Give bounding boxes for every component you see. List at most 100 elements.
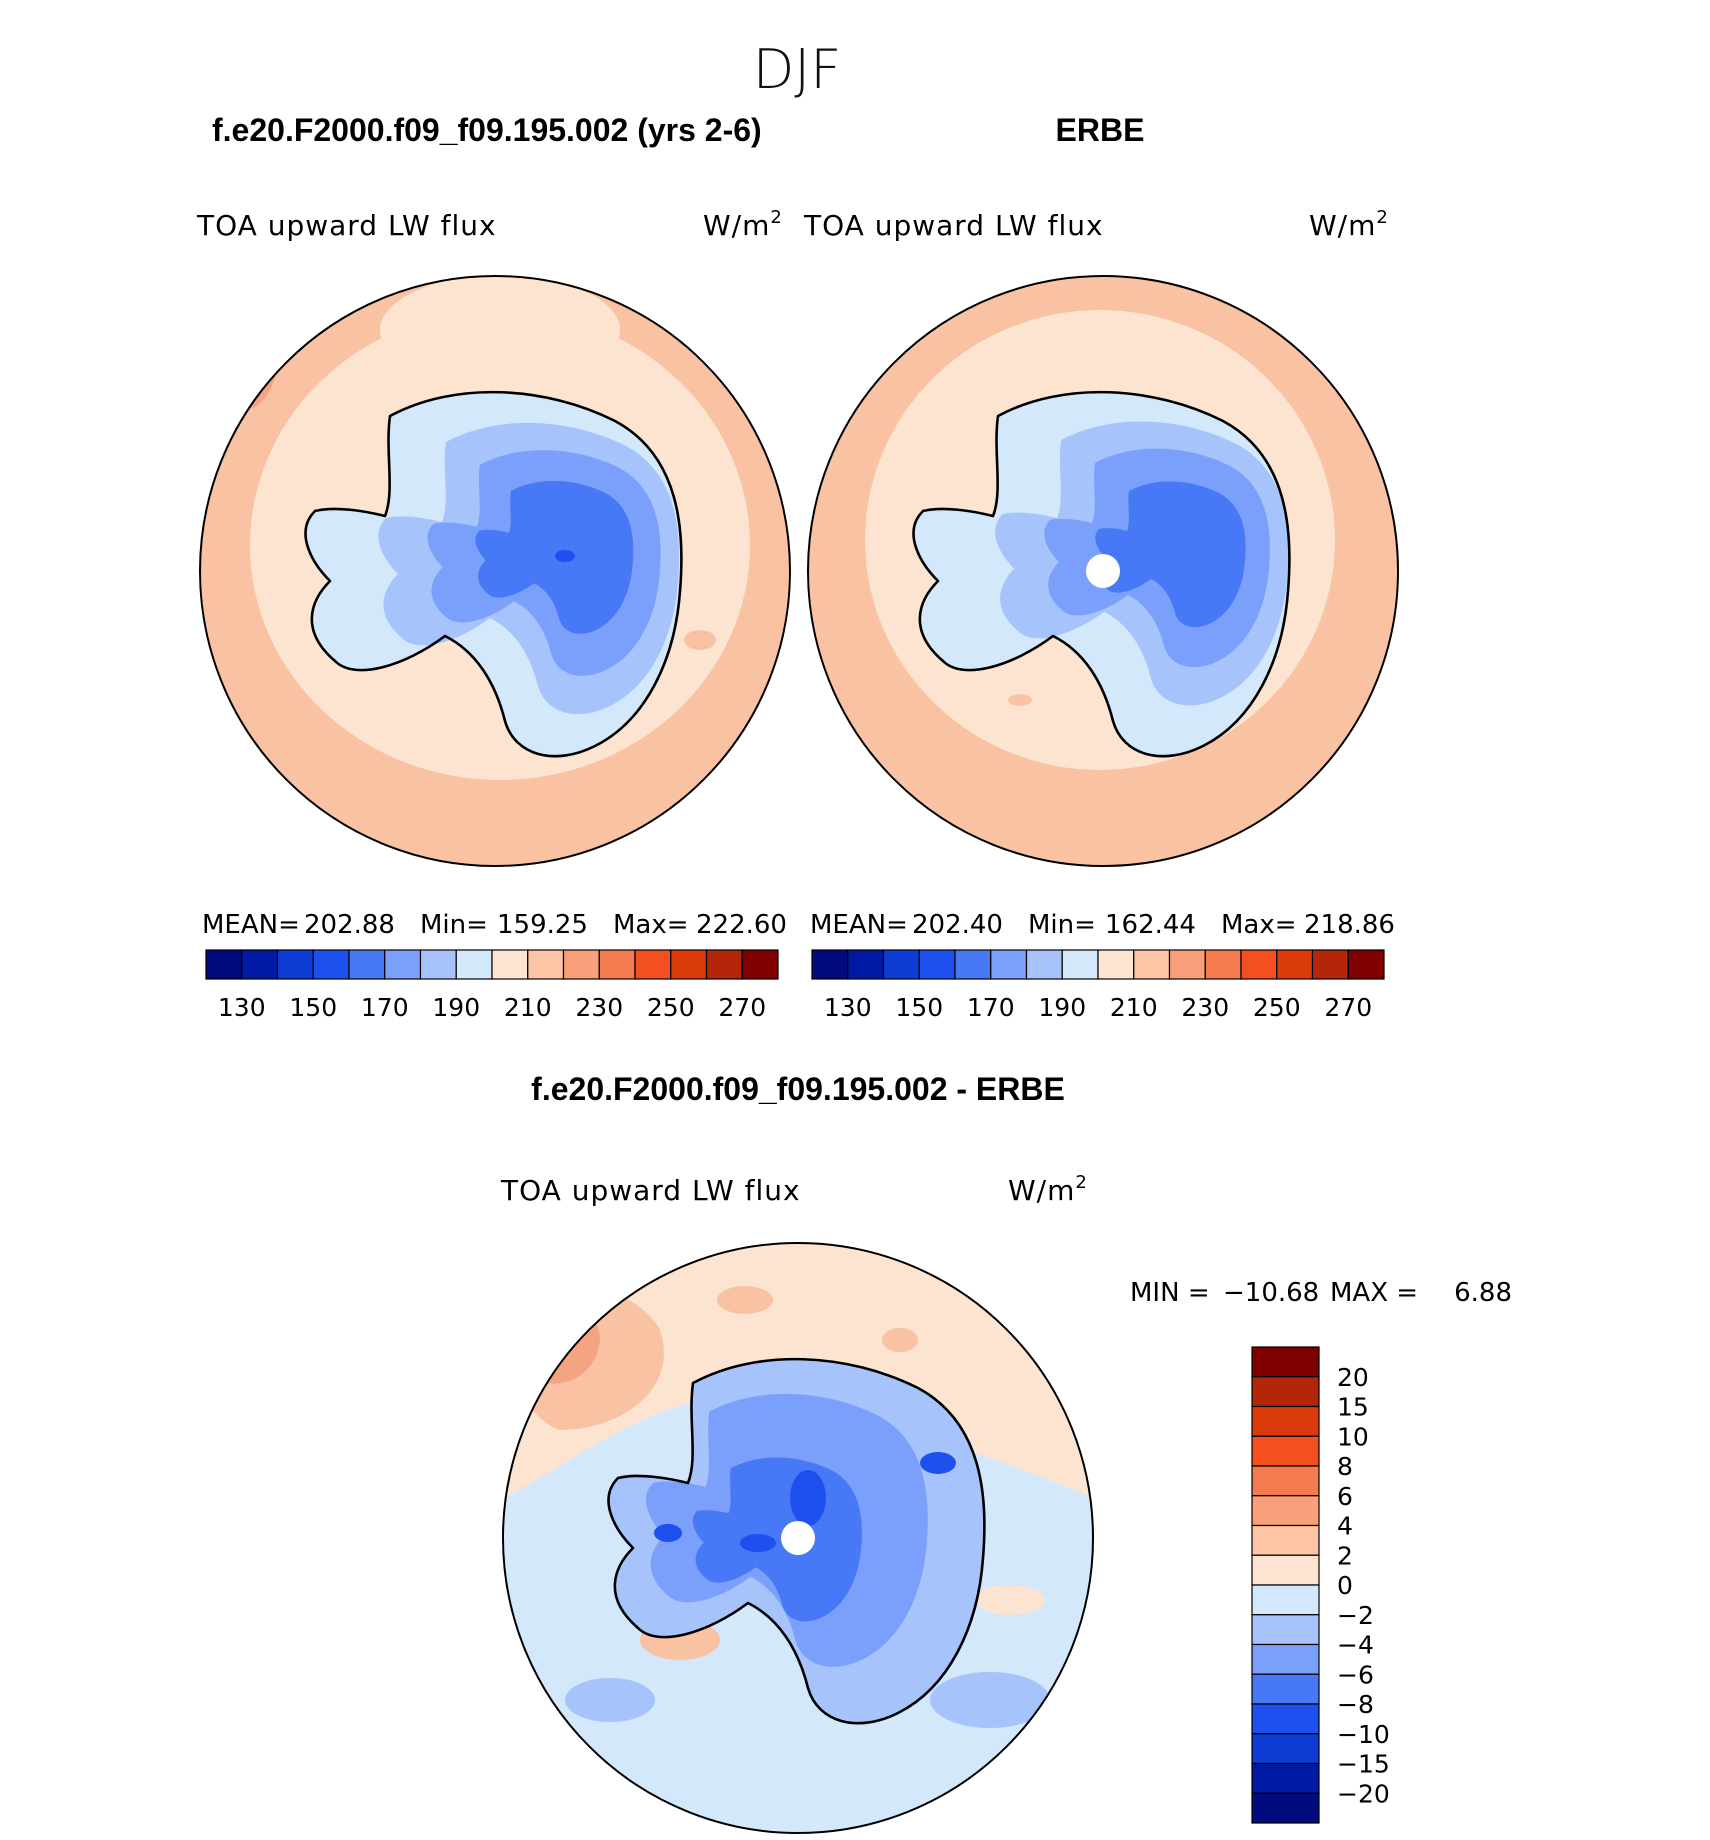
colorbar-swatch <box>455 949 493 980</box>
colorbar-tick-label: 20 <box>1337 1363 1369 1392</box>
colorbar-tick-label: −4 <box>1337 1631 1374 1660</box>
panel-obs-heading: ERBE <box>1056 112 1145 148</box>
colorbar-tick-label: 190 <box>432 993 480 1022</box>
colorbar-swatch <box>1240 949 1278 980</box>
panel-model-map <box>199 275 791 867</box>
colorbar-swatch <box>954 949 992 980</box>
colorbar-tick-label: 270 <box>718 993 766 1022</box>
panel-obs-map <box>807 275 1399 867</box>
panel-model-heading: f.e20.F2000.f09_f09.195.002 (yrs 2-6) <box>212 112 762 148</box>
colorbar-tick-label: 210 <box>504 993 552 1022</box>
colorbar-tick-label: 0 <box>1337 1571 1353 1600</box>
stat-max-label: MAX = <box>1330 1278 1418 1308</box>
colorbar-tick-label: 250 <box>647 993 695 1022</box>
colorbar-tick-label: −20 <box>1337 1779 1390 1808</box>
panel-obs: ERBE TOA upward LW flux W/m2 MEAN= <box>803 112 1399 1022</box>
colorbar-tick-label: 270 <box>1324 993 1372 1022</box>
colorbar-tick-label: 250 <box>1253 993 1301 1022</box>
colorbar-swatch <box>419 949 457 980</box>
colorbar-swatch <box>1251 1346 1320 1378</box>
colorbar-tick-label: 130 <box>218 993 266 1022</box>
colorbar-swatch <box>598 949 636 980</box>
colorbar-tick-label: 170 <box>967 993 1015 1022</box>
colorbar-tick-label: 10 <box>1337 1422 1369 1451</box>
panel-model-stats: MEAN= 202.88 Min= 159.25 Max= 222.60 <box>202 910 787 940</box>
colorbar-swatch <box>1347 949 1385 980</box>
stat-min-label: Min= <box>1028 910 1096 940</box>
colorbar-swatch <box>990 949 1028 980</box>
stat-min-label: MIN = <box>1130 1278 1210 1308</box>
colorbar-swatch <box>1204 949 1242 980</box>
panel-obs-units: W/m2 <box>1309 207 1389 242</box>
colorbar-swatch <box>1251 1554 1320 1586</box>
colorbar-swatch <box>276 949 314 980</box>
colorbar-tick-label: −2 <box>1337 1601 1374 1630</box>
panel-model: f.e20.F2000.f09_f09.195.002 (yrs 2-6) TO… <box>196 112 791 1022</box>
colorbar-obs: 130 150 170 190 210 230 250 270 <box>811 949 1385 1022</box>
colorbar-swatch <box>1251 1376 1320 1408</box>
colorbar-swatch <box>1061 949 1099 980</box>
panel-diff-heading: f.e20.F2000.f09_f09.195.002 - ERBE <box>531 1071 1065 1107</box>
panel-obs-stats: MEAN= 202.40 Min= 162.44 Max= 218.86 <box>810 910 1395 940</box>
colorbar-swatch <box>918 949 956 980</box>
colorbar-swatch <box>1251 1733 1320 1765</box>
colorbar-swatch <box>634 949 672 980</box>
colorbar-swatch <box>741 949 779 980</box>
stat-mean-value: 202.88 <box>304 910 395 940</box>
colorbar-swatch <box>1251 1792 1320 1824</box>
panel-diff-variable: TOA upward LW flux <box>500 1174 801 1207</box>
stat-max-value: 6.88 <box>1454 1278 1512 1308</box>
panel-model-units: W/m2 <box>703 207 783 242</box>
colorbar-swatch <box>811 949 849 980</box>
colorbar-swatch <box>705 949 743 980</box>
colorbar-swatch <box>562 949 600 980</box>
colorbar-swatch <box>348 949 386 980</box>
stat-max-label: Max= <box>613 910 689 940</box>
colorbar-tick-label: 230 <box>1181 993 1229 1022</box>
panel-model-variable: TOA upward LW flux <box>196 209 497 242</box>
colorbar-swatch <box>670 949 708 980</box>
colorbar-swatch <box>1311 949 1349 980</box>
colorbar-swatch <box>1025 949 1063 980</box>
stat-mean-value: 202.40 <box>912 910 1003 940</box>
colorbar-swatch <box>1251 1524 1320 1556</box>
colorbar-tick-label: 130 <box>824 993 872 1022</box>
panel-diff-units: W/m2 <box>1008 1172 1088 1207</box>
colorbar-tick-label: 8 <box>1337 1452 1353 1481</box>
colorbar-swatch <box>491 949 529 980</box>
stat-max-value: 218.86 <box>1304 910 1395 940</box>
colorbar-swatch <box>1276 949 1314 980</box>
colorbar-swatch <box>1133 949 1171 980</box>
colorbar-tick-label: 190 <box>1038 993 1086 1022</box>
colorbar-swatch <box>1251 1643 1320 1675</box>
stat-max-value: 222.60 <box>696 910 787 940</box>
colorbar-swatch <box>847 949 885 980</box>
stat-min-value: −10.68 <box>1223 1278 1319 1308</box>
colorbar-tick-label: −8 <box>1337 1690 1374 1719</box>
colorbar-swatch <box>1251 1465 1320 1497</box>
colorbar-tick-label: 150 <box>289 993 337 1022</box>
colorbar-swatch <box>1251 1762 1320 1794</box>
colorbar-swatch <box>527 949 565 980</box>
stat-mean-label: MEAN= <box>810 910 908 940</box>
colorbar-swatch <box>1251 1614 1320 1646</box>
colorbar-swatch <box>384 949 422 980</box>
colorbar-swatch <box>1251 1673 1320 1705</box>
colorbar-tick-label: −15 <box>1337 1750 1390 1779</box>
panel-diff-stats: MIN = −10.68 MAX = 6.88 <box>1130 1278 1512 1308</box>
stat-min-value: 162.44 <box>1105 910 1196 940</box>
colorbar-tick-label: −10 <box>1337 1720 1390 1749</box>
colorbar-tick-label: 210 <box>1110 993 1158 1022</box>
colorbar-swatch <box>241 949 279 980</box>
stat-min-value: 159.25 <box>497 910 588 940</box>
colorbar-swatch <box>1097 949 1135 980</box>
stat-max-label: Max= <box>1221 910 1297 940</box>
colorbar-tick-label: 2 <box>1337 1541 1353 1570</box>
stat-mean-label: MEAN= <box>202 910 300 940</box>
colorbar-tick-label: −6 <box>1337 1660 1374 1689</box>
colorbar-swatch <box>1251 1495 1320 1527</box>
panel-diff: f.e20.F2000.f09_f09.195.002 - ERBE TOA u… <box>500 1071 1512 1834</box>
colorbar-swatch <box>205 949 243 980</box>
